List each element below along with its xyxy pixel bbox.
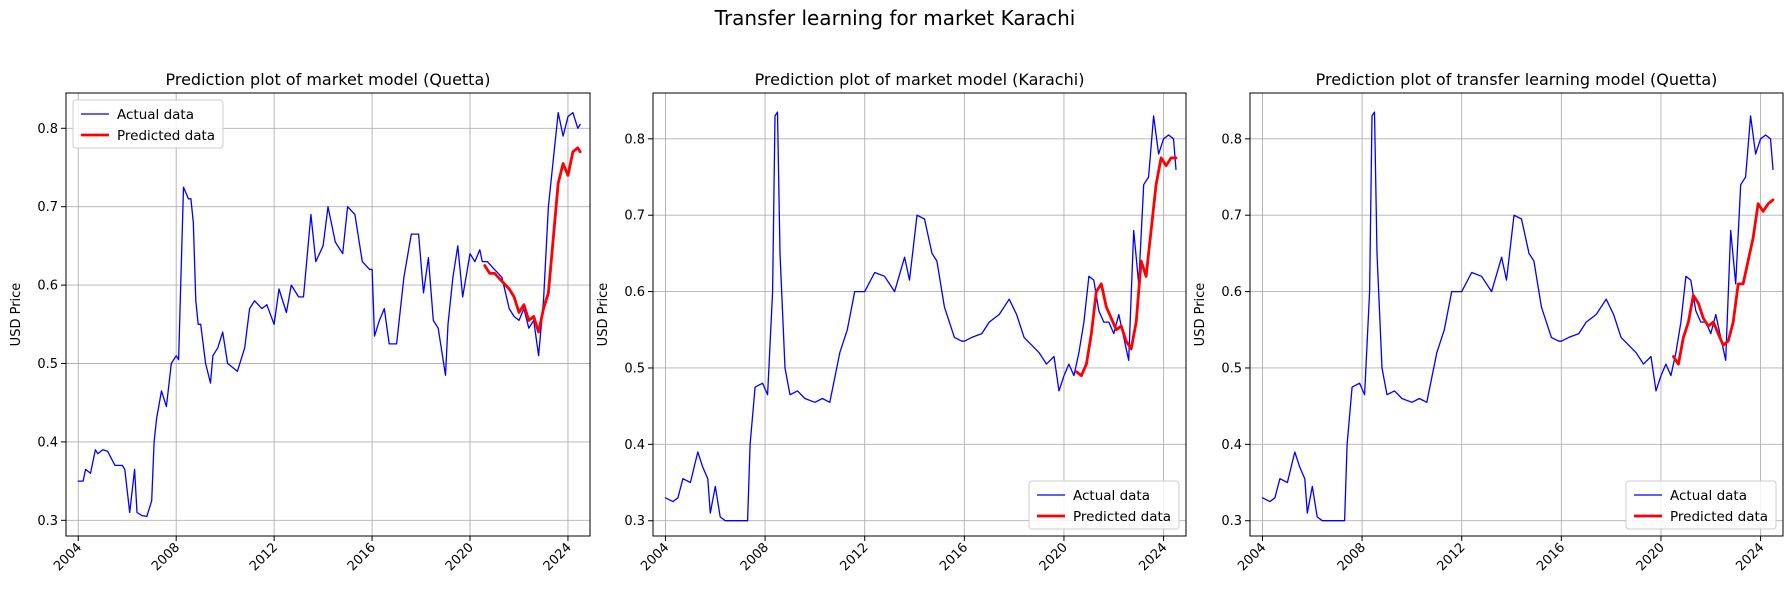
axes-frame: [652, 92, 1187, 537]
y-tick-label: 0.5: [624, 361, 645, 376]
x-tick-label: 2004: [638, 540, 672, 574]
y-tick-label: 0.8: [624, 132, 645, 147]
y-tick-label: 0.3: [1221, 514, 1242, 529]
x-tick-label: 2024: [541, 540, 575, 574]
series-line-actual: [77, 111, 581, 518]
y-tick-label: 0.6: [1221, 285, 1242, 300]
x-tick-label: 2016: [937, 540, 971, 574]
y-tick-label: 0.3: [624, 514, 645, 529]
legend: Actual data Predicted data: [1028, 480, 1180, 530]
subplot-title: Prediction plot of transfer learning mod…: [1316, 70, 1718, 89]
figure-title: Transfer learning for market Karachi: [714, 6, 1076, 30]
x-tick-label: 2012: [247, 540, 281, 574]
legend-label-actual: Actual data: [117, 107, 194, 123]
y-tick-label: 0.5: [1221, 361, 1242, 376]
y-tick-label: 0.8: [37, 122, 58, 137]
x-tick-label: 2012: [838, 540, 872, 574]
legend-box: [1625, 480, 1777, 530]
x-tick-label: 2020: [1634, 540, 1668, 574]
y-tick-label: 0.4: [1221, 438, 1242, 453]
legend-label-predicted: Predicted data: [1670, 509, 1768, 525]
y-tick-label: 0.6: [624, 285, 645, 300]
y-tick-label: 0.7: [1221, 209, 1242, 224]
y-tick-label: 0.8: [1221, 132, 1242, 147]
x-tick-label: 2008: [1335, 540, 1369, 574]
x-tick-label: 2004: [51, 540, 85, 574]
y-tick-label: 0.6: [37, 279, 58, 294]
subplot-title: Prediction plot of market model (Karachi…: [755, 70, 1085, 89]
subplot-2: 2004 2008 2012 2016 2020 2024 0.3 0.4 0.5 0.6 0.7 0…: [596, 70, 1187, 574]
y-tick-label: 0.3: [37, 514, 58, 529]
legend-label-predicted: Predicted data: [117, 128, 215, 144]
series-line-predicted: [483, 146, 582, 334]
x-tick-label: 2024: [1733, 540, 1767, 574]
x-tick-label: 2008: [149, 540, 183, 574]
x-tick-label: 2012: [1435, 540, 1469, 574]
x-tick-label: 2024: [1136, 540, 1170, 574]
x-tick-label: 2020: [1037, 540, 1071, 574]
axes-frame: [65, 92, 591, 537]
y-tick-label: 0.4: [624, 438, 645, 453]
x-tick-label: 2004: [1235, 540, 1269, 574]
x-tick-label: 2016: [1534, 540, 1568, 574]
series-line-actual: [1261, 111, 1774, 522]
y-tick-label: 0.7: [624, 209, 645, 224]
legend: Actual data Predicted data: [72, 99, 224, 149]
subplot-3: 2004 2008 2012 2016 2020 2024 0.3 0.4 0.5 0.6 0.7 0…: [1193, 70, 1784, 574]
series-line-predicted: [1672, 198, 1775, 366]
subplot-1: 2004 2008 2012 2016 2020 2024 0.3 0.4 0.5 0.6 0.7 0…: [9, 70, 591, 574]
y-axis-label: USD Price: [1193, 283, 1208, 347]
y-tick-label: 0.4: [37, 435, 58, 450]
legend-box: [72, 99, 224, 149]
legend-label-actual: Actual data: [1073, 488, 1150, 504]
legend-label-predicted: Predicted data: [1073, 509, 1171, 525]
subplot-title: Prediction plot of market model (Quetta): [165, 70, 490, 89]
legend-box: [1028, 480, 1180, 530]
legend: Actual data Predicted data: [1625, 480, 1777, 530]
x-tick-label: 2020: [443, 540, 477, 574]
y-tick-label: 0.5: [37, 357, 58, 372]
legend-label-actual: Actual data: [1670, 488, 1747, 504]
series-line-predicted: [1075, 156, 1178, 378]
x-tick-label: 2008: [738, 540, 772, 574]
y-axis-label: USD Price: [596, 283, 611, 347]
y-axis-label: USD Price: [9, 283, 24, 347]
series-line-actual: [664, 111, 1177, 522]
y-tick-label: 0.7: [37, 200, 58, 215]
x-tick-label: 2016: [345, 540, 379, 574]
axes-frame: [1249, 92, 1784, 537]
